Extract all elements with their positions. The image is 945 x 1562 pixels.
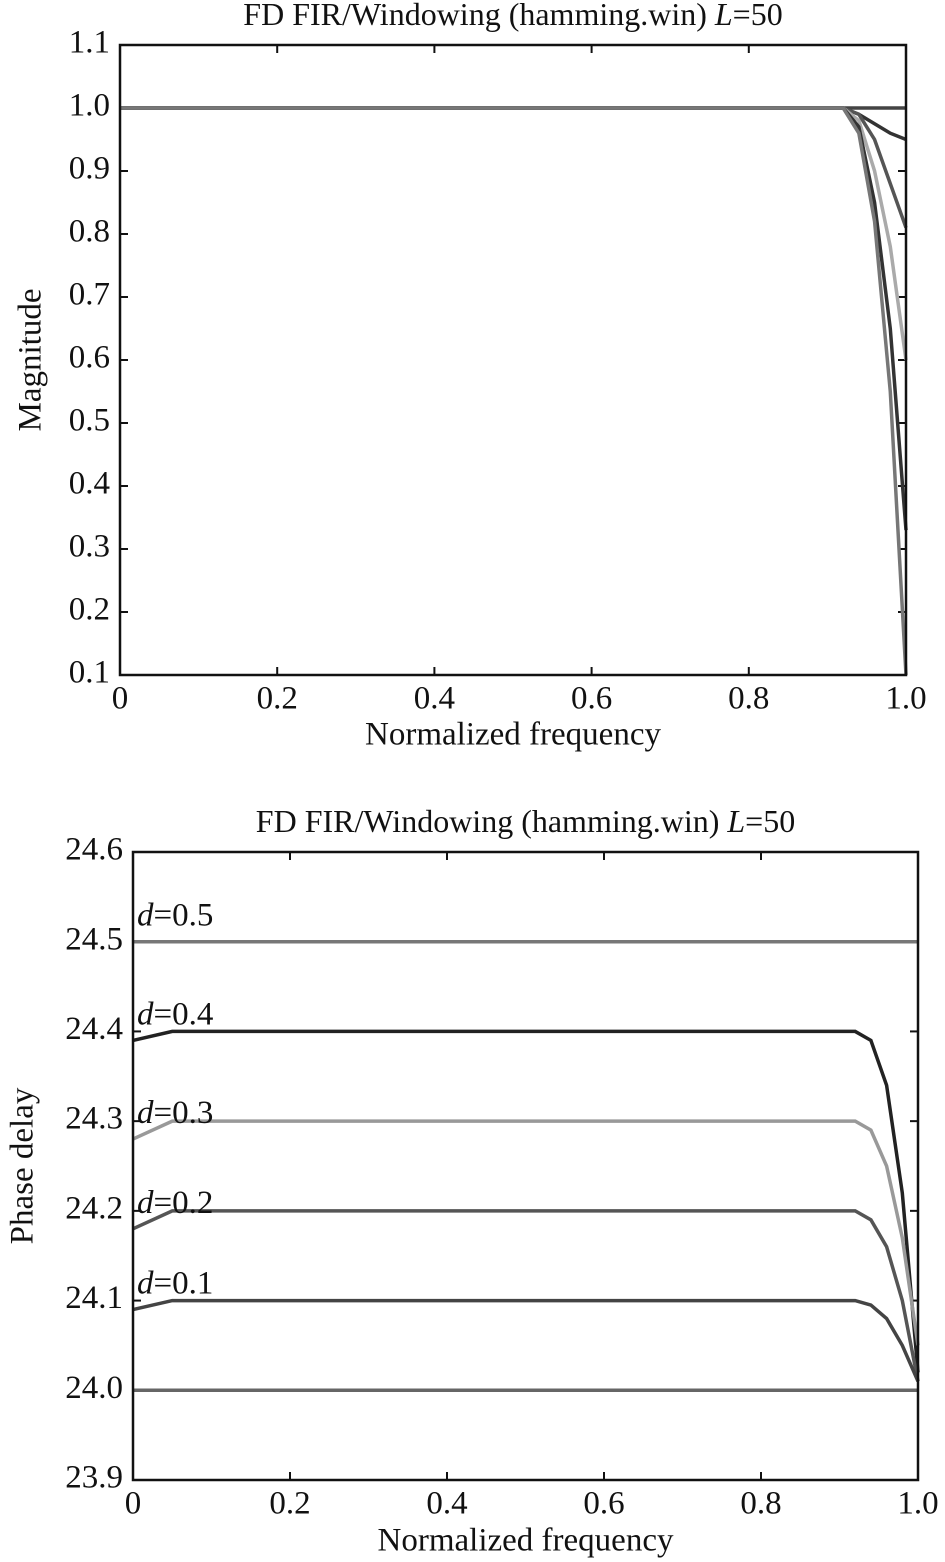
y-tick-label: 24.6 <box>65 832 123 868</box>
x-tick-label: 1.0 <box>897 1486 938 1522</box>
series-line <box>132 1298 920 1383</box>
y-tick-label: 0.9 <box>69 151 110 187</box>
y-tick-label: 0.1 <box>69 655 110 691</box>
series-line <box>132 1119 920 1346</box>
y-tick-label: 24.4 <box>65 1011 123 1047</box>
x-tick-label: 0.8 <box>740 1486 781 1522</box>
chart-title: FD FIR/Windowing (hamming.win) L=50 <box>243 0 782 32</box>
series-line <box>120 106 908 531</box>
x-tick-label: 0 <box>112 681 129 717</box>
y-tick-label: 24.5 <box>65 921 123 957</box>
x-axis-label: Normalized frequency <box>378 1523 674 1559</box>
series-label: d=0.1 <box>137 1265 213 1301</box>
y-tick-label: 24.3 <box>65 1101 123 1137</box>
y-tick-label: 0.6 <box>69 340 110 376</box>
series-line <box>132 1029 920 1373</box>
y-tick-label: 0.5 <box>69 403 110 439</box>
x-tick-label: 0.6 <box>571 681 612 717</box>
plot-frame <box>118 43 908 677</box>
series-line <box>120 106 907 142</box>
series-label: d=0.4 <box>137 996 213 1032</box>
series-line <box>132 1209 920 1382</box>
x-tick-label: 0.4 <box>414 681 455 717</box>
y-tick-label: 0.2 <box>69 592 110 628</box>
x-tick-label: 0 <box>125 1486 142 1522</box>
series-line <box>120 106 908 361</box>
y-tick-label: 24.0 <box>65 1370 123 1406</box>
y-tick-label: 0.4 <box>69 466 110 502</box>
x-tick-label: 0.4 <box>426 1486 467 1522</box>
y-tick-label: 24.2 <box>65 1190 123 1226</box>
series-label: d=0.3 <box>137 1095 213 1131</box>
x-axis-label: Normalized frequency <box>365 717 661 753</box>
y-tick-label: 0.7 <box>69 277 110 313</box>
y-tick-label: 24.1 <box>65 1280 123 1316</box>
x-tick-label: 0.2 <box>269 1486 310 1522</box>
plot-frame <box>131 850 920 1482</box>
y-tick-label: 1.1 <box>69 25 110 61</box>
x-tick-label: 0.6 <box>583 1486 624 1522</box>
x-tick-label: 0.2 <box>257 681 298 717</box>
y-axis-label: Magnitude <box>13 289 49 432</box>
x-tick-label: 1.0 <box>885 681 926 717</box>
series-line <box>120 106 908 229</box>
y-tick-label: 0.3 <box>69 529 110 565</box>
x-tick-label: 0.8 <box>728 681 769 717</box>
y-tick-label: 0.8 <box>69 214 110 250</box>
y-axis-label: Phase delay <box>5 1087 41 1244</box>
chart-title: FD FIR/Windowing (hamming.win) L=50 <box>256 803 795 839</box>
y-tick-label: 1.0 <box>69 88 110 124</box>
series-label: d=0.5 <box>137 897 213 933</box>
y-tick-label: 23.9 <box>65 1460 123 1496</box>
series-line <box>120 106 908 676</box>
series-label: d=0.2 <box>137 1184 213 1220</box>
